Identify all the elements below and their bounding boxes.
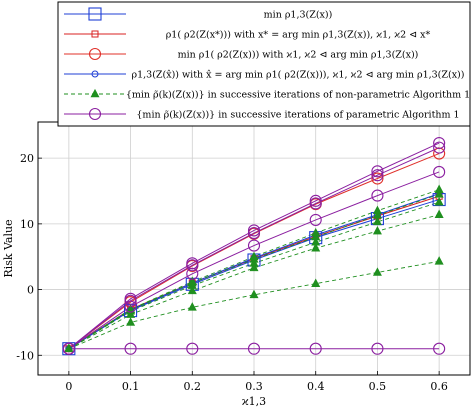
series-6-point [372, 225, 382, 235]
series-13-point [433, 136, 446, 150]
series-5-point [126, 317, 136, 326]
series-10-point [186, 342, 199, 355]
series-12-point [247, 227, 261, 240]
series-5-point [434, 256, 444, 265]
series-9-point [187, 276, 197, 285]
series-markers [62, 136, 446, 356]
x-axis-label: ϰ1,3 [242, 395, 266, 408]
series-6-point [187, 285, 197, 295]
series-5-point [249, 289, 259, 299]
x-tick-label: 0.5 [369, 380, 387, 393]
series-3-point [371, 172, 384, 185]
series-9-point [311, 227, 321, 237]
series-5-point [187, 302, 197, 311]
legend-sample-marker [88, 107, 102, 121]
series-12-point [433, 141, 446, 154]
series-9-point [372, 205, 382, 215]
legend-sample-marker [90, 88, 100, 98]
legend-box [57, 1, 471, 127]
x-tick-label: 0.2 [184, 380, 202, 393]
series-5-point [372, 267, 382, 276]
series-9-point [64, 343, 74, 353]
series-11-point [247, 239, 261, 252]
series-10-point [247, 342, 261, 355]
legend-sample-marker [91, 70, 99, 78]
series-6-point [311, 243, 321, 252]
series-6-point [249, 262, 259, 272]
series-11-point [309, 213, 322, 226]
series-13-point [62, 342, 75, 355]
y-tick-label: -10 [16, 349, 34, 362]
series-10-point [433, 342, 446, 355]
legend-entry-label: {min ρ̃(k)(Z(x))} in successive iteratio… [136, 110, 459, 121]
series-13-point [247, 224, 261, 237]
legend: min ρ1,3(Z(x)) ρ1( ρ2(Z(x*))) with x* = a… [57, 1, 471, 127]
legend-sample-marker [88, 7, 102, 21]
series-8-point [372, 210, 382, 219]
series-9-point [249, 251, 259, 261]
y-tick-label: 0 [27, 284, 34, 297]
series-13-point [124, 292, 137, 305]
series-12-point [371, 169, 384, 182]
series-13-point [309, 194, 322, 207]
series-5-point [311, 278, 321, 287]
series-6-point [434, 209, 444, 218]
series-10-point [371, 342, 384, 355]
series-12-point [309, 197, 322, 210]
series-8-point [434, 189, 444, 198]
legend-entry-label: min ρ1,3(Z(x)) [264, 10, 333, 21]
series-10-point [124, 342, 137, 355]
series-11-point [371, 189, 384, 202]
legend-entry-label: {min ρ̃(k)(Z(x))} in successive iteratio… [126, 90, 470, 101]
x-tick-label: 0.4 [307, 380, 325, 393]
x-tick-label: 0.1 [122, 380, 140, 393]
axis-ticks: 0 0.1 0.2 0.3 0.4 0.5 0.6 -10 0 10 20 [16, 152, 448, 393]
series-7-point [311, 237, 321, 246]
legend-sample-marker [91, 30, 99, 38]
x-tick-label: 0.3 [245, 380, 263, 393]
series-line-13 [68, 142, 440, 350]
x-tick-label: 0.6 [430, 380, 448, 393]
legend-entry-label: ρ1,3(Z(x̂)) with x̂ = arg min ρ1( ρ2(Z(x… [132, 70, 465, 81]
legend-sample-marker [88, 47, 102, 61]
series-line-3 [68, 153, 440, 350]
series-7-point [434, 197, 444, 206]
legend-entry-label: min ρ1( ρ2(Z(x))) with ϰ1, ϰ2 ⊲ arg min … [178, 50, 419, 61]
series-10-point [309, 342, 322, 355]
y-axis-label: Risk Value [2, 219, 15, 277]
series-13-point [186, 257, 199, 270]
series-7-point [372, 216, 382, 226]
legend-entry-label: ρ1( ρ2(Z(x*))) with x* = arg min ρ1,3(Z(… [166, 30, 431, 41]
series-11-point [433, 165, 446, 178]
series-11-point [124, 300, 137, 313]
series-9-point [434, 184, 444, 193]
x-tick-label: 0 [65, 380, 72, 393]
y-tick-label: 10 [20, 218, 34, 231]
grid-lines [38, 122, 470, 375]
y-tick-label: 20 [20, 152, 34, 165]
series-13-point [371, 165, 384, 178]
